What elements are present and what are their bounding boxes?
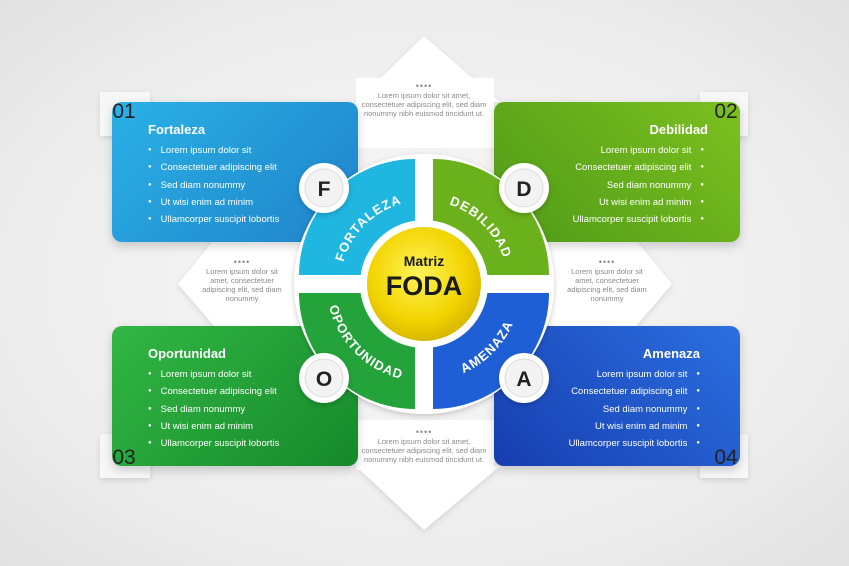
list-item: Lorem ipsum dolor sit [148, 366, 279, 383]
top-note-panel [356, 78, 494, 148]
list-item: Sed diam nonummy [569, 401, 700, 418]
list-item: Ut wisi enim ad minim [148, 418, 279, 435]
list-item: Sed diam nonummy [148, 401, 279, 418]
list-item: Ullamcorper suscipit lobortis [569, 435, 700, 452]
right-note-panel [520, 240, 672, 326]
fortaleza-list: Lorem ipsum dolor sit Consectetuer adipi… [148, 142, 280, 228]
number-04: 04 [714, 446, 738, 469]
badge-o: O [299, 353, 349, 403]
amenaza-title: Amenaza [642, 346, 700, 361]
number-01: 01 [112, 100, 136, 123]
number-03: 03 [112, 446, 136, 469]
bottom-diamond-tip [356, 466, 500, 530]
dots-icon: •••• [415, 81, 433, 91]
bottom-note-panel [356, 420, 494, 470]
list-item: Ut wisi enim ad minim [148, 194, 279, 211]
dots-icon: •••• [598, 257, 616, 267]
badge-d: D [499, 163, 549, 213]
right-note: •••• Lorem ipsum dolor sit amet, consect… [561, 257, 653, 304]
badge-letter: A [516, 368, 531, 391]
right-note-text: Lorem ipsum dolor sit amet, consectetuer… [567, 267, 647, 303]
list-item: Lorem ipsum dolor sit [573, 142, 704, 159]
center-title-line1: Matriz [404, 253, 444, 269]
number-02: 02 [714, 100, 738, 123]
list-item: Lorem ipsum dolor sit [569, 366, 700, 383]
top-note: •••• Lorem ipsum dolor sit amet, consect… [359, 81, 489, 119]
list-item: Ullamcorper suscipit lobortis [573, 211, 704, 228]
badge-letter: O [316, 368, 332, 391]
badge-a: A [499, 353, 549, 403]
list-item: Consectetuer adipiscing elit [148, 383, 279, 400]
center-circle [367, 227, 481, 341]
fortaleza-title: Fortaleza [148, 122, 206, 137]
list-item: Ut wisi enim ad minim [569, 418, 700, 435]
left-note: •••• Lorem ipsum dolor sit amet, consect… [196, 257, 288, 304]
list-item: Consectetuer adipiscing elit [148, 159, 279, 176]
list-item: Consectetuer adipiscing elit [573, 159, 704, 176]
bottom-note: •••• Lorem ipsum dolor sit amet, consect… [359, 427, 489, 465]
oportunidad-list: Lorem ipsum dolor sit Consectetuer adipi… [148, 366, 280, 452]
oportunidad-title: Oportunidad [148, 346, 226, 361]
dots-icon: •••• [415, 427, 433, 437]
bottom-note-text: Lorem ipsum dolor sit amet, consectetuer… [361, 437, 487, 464]
list-item: Lorem ipsum dolor sit [148, 142, 279, 159]
list-item: Consectetuer adipiscing elit [569, 383, 700, 400]
list-item: Ut wisi enim ad minim [573, 194, 704, 211]
left-note-text: Lorem ipsum dolor sit amet, consectetuer… [202, 267, 282, 303]
list-item: Sed diam nonummy [148, 177, 279, 194]
badge-letter: F [318, 178, 331, 201]
dots-icon: •••• [233, 257, 251, 267]
badge-f: F [299, 163, 349, 213]
badge-letter: D [516, 178, 531, 201]
left-note-panel [178, 240, 330, 326]
debilidad-title: Debilidad [649, 122, 708, 137]
debilidad-list: Lorem ipsum dolor sit Consectetuer adipi… [573, 142, 704, 228]
list-item: Ullamcorper suscipit lobortis [148, 435, 280, 452]
top-note-text: Lorem ipsum dolor sit amet, consectetuer… [361, 91, 487, 118]
amenaza-list: Lorem ipsum dolor sit Consectetuer adipi… [569, 366, 700, 452]
list-item: Ullamcorper suscipit lobortis [148, 211, 280, 228]
list-item: Sed diam nonummy [573, 177, 704, 194]
center-title-line2: FODA [386, 271, 463, 301]
